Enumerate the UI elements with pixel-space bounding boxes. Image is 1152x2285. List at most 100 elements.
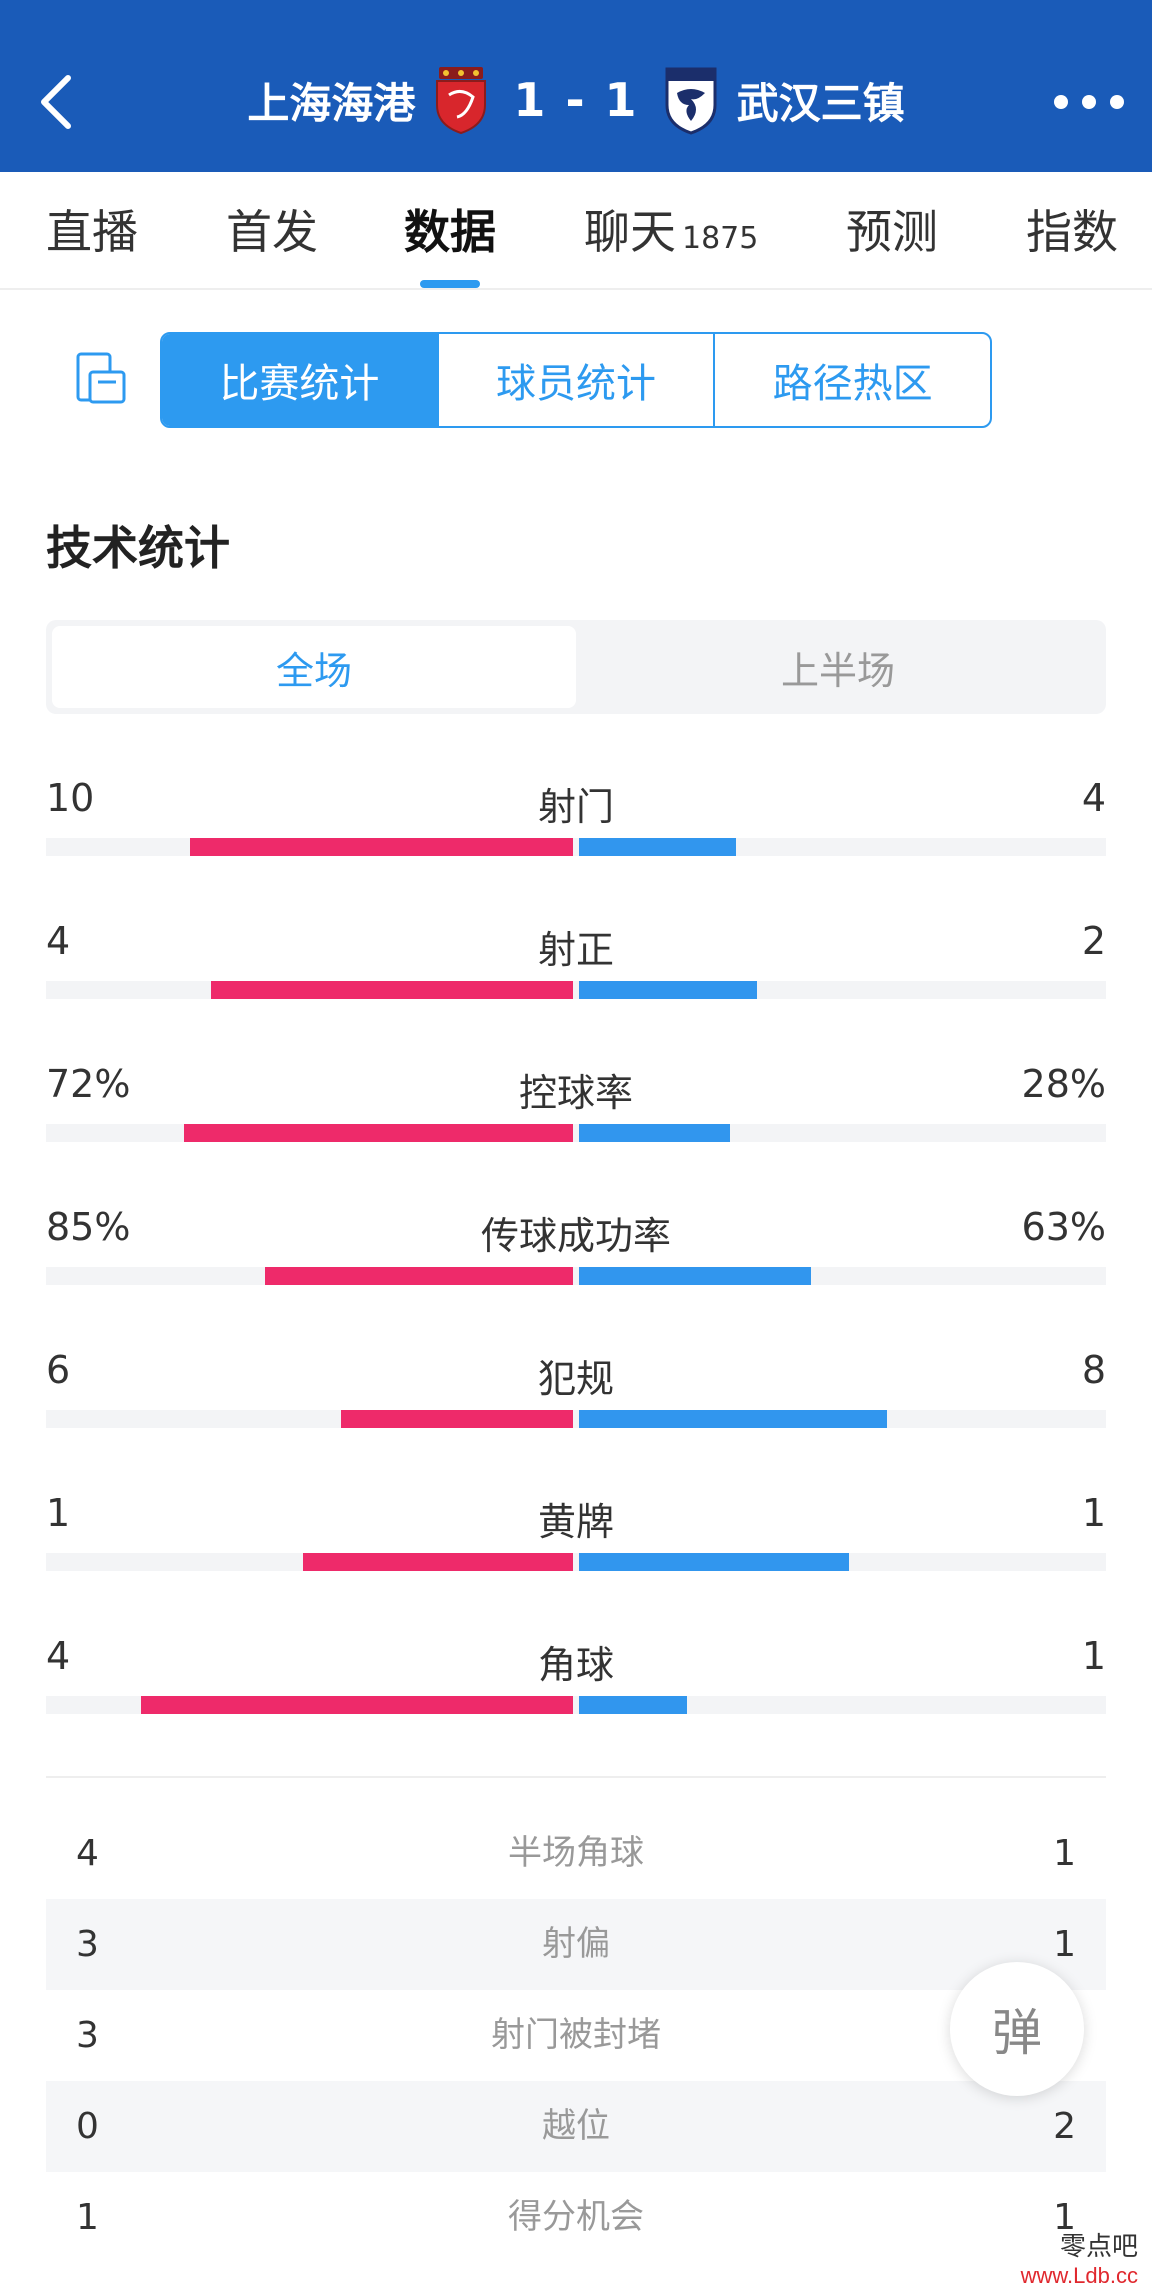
watermark-url: www.Ldb.cc (1020, 2263, 1138, 2285)
home-stat-value: 85% (46, 1205, 131, 1249)
table-row: 3 射门被封堵 (46, 1990, 1106, 2081)
home-stat-bar (341, 1410, 573, 1428)
stats-view-switch: 比赛统计 球员统计 路径热区 (160, 332, 992, 428)
home-team-logo-icon[interactable] (431, 65, 491, 135)
home-stat-value: 4 (46, 1634, 71, 1678)
table-row: 0 越位 2 (46, 2081, 1106, 2172)
away-team-name[interactable]: 武汉三镇 (736, 78, 905, 128)
tab-live[interactable]: 直播 (46, 196, 138, 262)
away-stat-value: 28% (1021, 1062, 1106, 1106)
stat-row: 4 角球 1 (46, 1634, 1106, 1734)
tab-label: 数据 (404, 205, 496, 259)
away-stat-value: 1 (1081, 1634, 1106, 1678)
home-stat-value: 1 (46, 1491, 71, 1535)
stat-row: 6 犯规 8 (46, 1348, 1106, 1448)
first-half-button[interactable]: 上半场 (780, 648, 895, 693)
tab-lineup[interactable]: 首发 (226, 196, 318, 262)
tab-label: 指数 (1026, 205, 1118, 259)
section-title: 技术统计 (46, 521, 230, 575)
away-stat-bar (579, 981, 757, 999)
screenshot-share-icon[interactable] (74, 352, 128, 406)
danmaku-toggle-button[interactable]: 弹 (950, 1962, 1084, 2096)
full-match-button[interactable]: 全场 (52, 626, 576, 708)
tab-label: 直播 (46, 205, 138, 259)
match-header: 上海海港 1 - 1 武汉三镇 (0, 0, 1152, 172)
stat-name: 犯规 (537, 1357, 614, 1401)
away-stat-value: 4 (1081, 776, 1106, 820)
tab-label: 预测 (846, 205, 938, 259)
table-row: 4 半场角球 1 (46, 1808, 1106, 1899)
away-stat-value: 63% (1021, 1205, 1106, 1249)
tab-chat[interactable]: 聊天 1875 (584, 196, 758, 262)
away-value: 1 (1053, 1833, 1076, 1874)
dot-icon (1082, 95, 1096, 109)
stat-name: 黄牌 (537, 1500, 614, 1544)
tab-label: 聊天 (584, 205, 676, 259)
stat-row: 10 射门 4 (46, 776, 1106, 876)
stat-name: 射门被封堵 (491, 2015, 661, 2055)
home-stat-value: 10 (46, 776, 95, 820)
table-row: 1 得分机会 1 (46, 2172, 1106, 2263)
home-stat-bar (190, 838, 573, 856)
home-value: 3 (76, 2015, 99, 2056)
stat-name: 射正 (537, 928, 614, 972)
home-stat-bar (211, 981, 573, 999)
home-value: 3 (76, 1924, 99, 1965)
stat-name: 射偏 (542, 1924, 610, 1964)
away-value: 2 (1053, 2106, 1076, 2147)
stat-name: 半场角球 (508, 1833, 644, 1873)
home-team-name[interactable]: 上海海港 (247, 78, 416, 128)
tab-label: 首发 (226, 205, 318, 259)
home-stat-bar (303, 1553, 573, 1571)
home-stat-value: 4 (46, 919, 71, 963)
home-stat-value: 72% (46, 1062, 131, 1106)
match-stats-button[interactable]: 比赛统计 (162, 334, 439, 426)
away-stat-bar (579, 1410, 887, 1428)
active-tab-indicator (420, 280, 480, 288)
home-stat-bar (184, 1124, 573, 1142)
home-stat-bar (265, 1267, 573, 1285)
away-stat-bar (579, 1124, 730, 1142)
home-stat-value: 6 (46, 1348, 71, 1392)
away-value: 1 (1053, 1924, 1076, 1965)
stat-name: 角球 (537, 1643, 614, 1687)
chat-count-badge: 1875 (682, 221, 759, 256)
more-options-icon[interactable] (1054, 90, 1124, 114)
away-stat-value: 8 (1081, 1348, 1106, 1392)
watermark: 零点吧 www.Ldb.cc (1021, 2226, 1138, 2285)
dot-icon (1110, 95, 1124, 109)
dot-icon (1054, 95, 1068, 109)
stat-name: 越位 (542, 2106, 610, 2146)
stat-row: 72% 控球率 28% (46, 1062, 1106, 1162)
stat-name: 控球率 (518, 1071, 633, 1115)
stat-track (46, 1553, 1106, 1571)
tab-data[interactable]: 数据 (404, 196, 496, 262)
watermark-text: 零点吧 (1059, 2232, 1138, 2262)
tab-odds[interactable]: 指数 (1026, 196, 1118, 262)
home-value: 4 (76, 1833, 99, 1874)
match-scoreline: 上海海港 1 - 1 武汉三镇 (0, 62, 1152, 138)
stat-row: 1 黄牌 1 (46, 1491, 1106, 1591)
stat-row: 85% 传球成功率 63% (46, 1205, 1106, 1305)
divider (46, 1776, 1106, 1778)
home-value: 1 (76, 2197, 99, 2238)
main-tabs: 直播 首发 数据 聊天 1875 预测 指数 (0, 172, 1152, 290)
heatmap-button[interactable]: 路径热区 (772, 361, 933, 407)
player-stats-button[interactable]: 球员统计 (439, 334, 716, 426)
away-stat-value: 2 (1081, 919, 1106, 963)
away-value: 1 (1053, 2197, 1076, 2238)
stat-name: 射门 (537, 785, 614, 829)
home-stat-bar (141, 1696, 573, 1714)
tab-prediction[interactable]: 预测 (846, 196, 938, 262)
stat-track (46, 1267, 1106, 1285)
stat-track (46, 1410, 1106, 1428)
match-score: 1 - 1 (513, 73, 639, 127)
back-arrow-icon[interactable] (36, 72, 80, 132)
stat-row: 4 射正 2 (46, 919, 1106, 1019)
stat-name: 得分机会 (508, 2197, 644, 2237)
away-team-logo-icon[interactable] (661, 65, 721, 135)
away-stat-bar (579, 1553, 849, 1571)
table-row: 3 射偏 1 (46, 1899, 1106, 1990)
away-stat-bar (579, 1696, 687, 1714)
away-stat-value: 1 (1081, 1491, 1106, 1535)
